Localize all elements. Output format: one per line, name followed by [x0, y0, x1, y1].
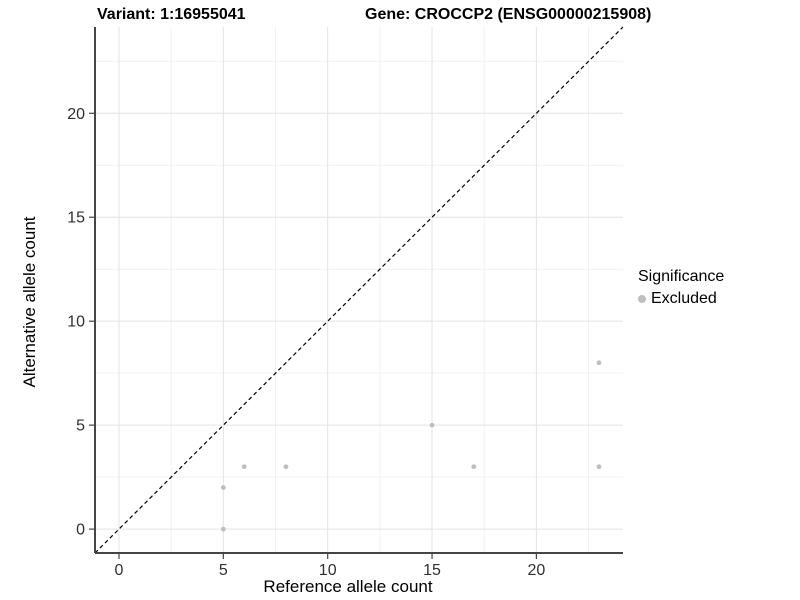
x-tick-label: 5	[219, 562, 228, 579]
y-axis-label: Alternative allele count	[20, 216, 39, 388]
legend-title: Significance	[638, 268, 725, 285]
y-tick-label: 0	[76, 522, 85, 539]
identity-line	[94, 26, 624, 554]
data-point	[241, 464, 247, 470]
x-tick-label: 20	[527, 562, 545, 579]
data-point	[220, 485, 226, 490]
legend-key-dot	[638, 295, 646, 303]
x-tick-label: 10	[319, 562, 337, 579]
y-tick-label: 10	[67, 314, 85, 331]
plot-title-variant: Variant: 1:16955041	[97, 6, 246, 23]
y-tick-label: 5	[76, 418, 85, 435]
y-tick-label: 15	[67, 210, 85, 227]
data-point	[471, 464, 477, 470]
data-point	[429, 422, 435, 428]
data-point	[283, 464, 289, 470]
x-tick-label: 15	[423, 562, 441, 579]
plot-title-gene: Gene: CROCCP2 (ENSG00000215908)	[365, 6, 652, 23]
x-tick-label: 0	[115, 562, 124, 579]
data-point	[596, 360, 602, 366]
y-tick-label: 20	[67, 106, 85, 123]
data-point	[596, 464, 602, 470]
legend: Significance Excluded	[638, 268, 724, 308]
legend-item-excluded: Excluded	[638, 290, 724, 308]
x-axis-label: Reference allele count	[263, 577, 433, 596]
data-point	[220, 526, 226, 532]
legend-item-label: Excluded	[651, 290, 717, 307]
